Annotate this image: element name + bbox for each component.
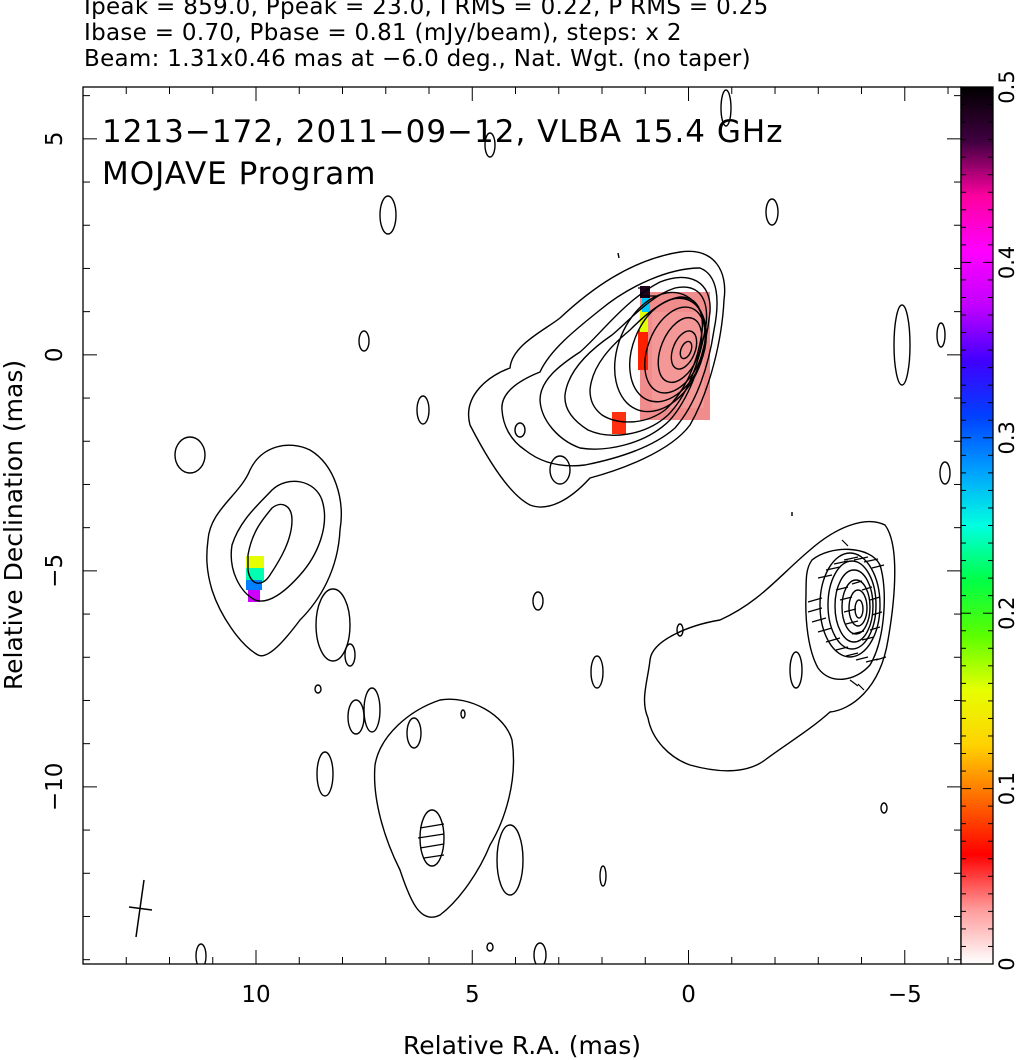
- header-line-2: Ibase = 0.70, Pbase = 0.81 (mJy/beam), s…: [84, 20, 682, 46]
- contour-noise: [416, 395, 430, 425]
- map-title-line-1: 1213−172, 2011−09−12, VLBA 15.4 GHz: [102, 114, 783, 150]
- pol-east-blue: [246, 580, 262, 590]
- contour-noise: [484, 132, 496, 158]
- x-tick-label: 0: [681, 982, 696, 1008]
- contour-sw-4: [827, 560, 877, 650]
- plot-frame: [82, 86, 962, 965]
- contour-sw-8: [854, 599, 864, 619]
- colorbar-tick-label: 0.2: [995, 596, 1019, 629]
- contour-south-blob: [496, 824, 524, 896]
- colorbar-tick-label: 0.1: [995, 772, 1019, 805]
- contour-noise: [314, 684, 322, 694]
- contour-noise: [347, 699, 365, 735]
- contour-sw-6: [841, 579, 871, 635]
- contour-noise: [617, 252, 620, 259]
- pol-core-edge-dark: [640, 286, 650, 298]
- colorbar-tick-label: 0.4: [995, 246, 1019, 279]
- contour-noise: [532, 591, 544, 611]
- contour-noise: [599, 865, 607, 887]
- colorbar-ticks: [961, 86, 993, 965]
- colorbar: [960, 86, 994, 965]
- contour-noise: [936, 322, 946, 348]
- contour-east-outer: [206, 444, 342, 657]
- y-tick-label: 5: [42, 132, 68, 147]
- header-line-1: Ipeak = 859.0, Ppeak = 23.0, I RMS = 0.2…: [84, 0, 769, 20]
- contour-noise: [358, 330, 370, 352]
- polarization-overlay: [246, 286, 710, 602]
- contour-east-blob-2: [315, 588, 351, 662]
- contour-sw-5: [834, 569, 874, 643]
- y-tick-label: −10: [42, 763, 68, 812]
- pol-core-edge-red: [638, 330, 648, 370]
- contour-noise: [379, 195, 397, 235]
- contour-noise: [460, 709, 466, 719]
- contour-sw-blob: [789, 651, 803, 689]
- colorbar-tick-label: 0: [995, 957, 1019, 970]
- contour-core-blob: [549, 455, 571, 485]
- x-tick-label: 10: [241, 982, 270, 1008]
- intensity-contours: [174, 89, 951, 964]
- y-axis-ticks: [83, 95, 961, 961]
- beam-marker: [128, 879, 153, 938]
- contour-noise: [880, 802, 888, 814]
- contour-south-outer: [373, 698, 515, 918]
- evpa-vectors: [417, 287, 887, 859]
- contour-east-3: [247, 503, 293, 584]
- y-axis-tick-labels: 5 0 −5 −10: [42, 132, 68, 812]
- contour-noise: [316, 751, 334, 797]
- contour-sw-3: [819, 552, 881, 658]
- map-title-line-2: MOJAVE Program: [102, 156, 376, 192]
- contour-noise: [590, 655, 604, 689]
- x-axis-ticks: [82, 87, 949, 964]
- contour-noise: [939, 461, 951, 485]
- contour-noise: [893, 304, 911, 386]
- pol-east-yellow: [246, 556, 264, 570]
- contour-east-blob-1: [174, 436, 206, 474]
- pol-east-magenta: [248, 590, 260, 602]
- contour-core-outer: [467, 250, 726, 508]
- y-tick-label: 0: [42, 348, 68, 363]
- x-axis-label: Relative R.A. (mas): [403, 1031, 641, 1060]
- contour-core-8: [644, 306, 706, 394]
- contour-noise: [533, 942, 547, 964]
- colorbar-tick-label: 0.5: [995, 70, 1019, 103]
- contour-core-3: [539, 276, 711, 450]
- x-tick-label: 5: [465, 982, 480, 1008]
- header-line-3: Beam: 1.31x0.46 mas at −6.0 deg., Nat. W…: [84, 46, 751, 72]
- contour-sw-outer: [643, 520, 896, 772]
- contour-core-11: [679, 340, 693, 360]
- contour-sw-2: [805, 548, 886, 681]
- x-axis-tick-labels: 10 5 0 −5: [241, 982, 921, 1008]
- colorbar-tick-label: 0.3: [995, 421, 1019, 454]
- colorbar-tick-labels: 0 0.1 0.2 0.3 0.4 0.5: [995, 70, 1019, 970]
- contour-south-2: [419, 809, 445, 867]
- contour-noise: [720, 89, 732, 127]
- contour-sw-7: [848, 589, 868, 627]
- contour-core-9: [657, 316, 703, 384]
- contour-core-10: [670, 330, 698, 370]
- contour-noise: [195, 943, 207, 964]
- contour-core-7: [629, 297, 707, 403]
- y-tick-label: −5: [42, 554, 68, 588]
- pol-knot-red: [612, 412, 626, 434]
- contour-noise: [676, 623, 684, 637]
- contour-noise: [363, 687, 381, 733]
- x-tick-label: −5: [888, 982, 922, 1008]
- contour-noise: [406, 717, 422, 749]
- contour-noise: [344, 643, 356, 667]
- contour-east-2: [230, 480, 326, 602]
- y-axis-label: Relative Declination (mas): [0, 360, 28, 690]
- contour-core-small: [514, 422, 526, 438]
- contour-noise: [765, 198, 779, 226]
- contour-noise: [486, 942, 494, 952]
